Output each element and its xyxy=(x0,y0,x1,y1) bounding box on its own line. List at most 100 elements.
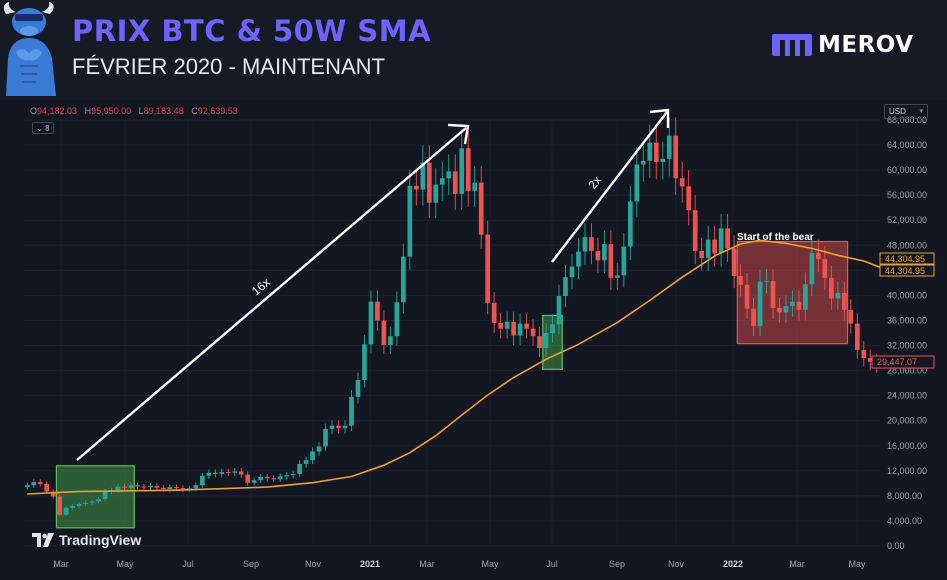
candle-up xyxy=(627,201,633,247)
candle-down xyxy=(848,309,854,324)
candle-up xyxy=(277,476,283,479)
candle-up xyxy=(407,185,413,257)
x-tick-label: Sep xyxy=(609,559,625,569)
sma-tag-box-1 xyxy=(879,252,935,265)
candle-up xyxy=(563,277,568,297)
indicator-toggle-button[interactable]: ⌄ 8 xyxy=(32,122,54,134)
sma-tag-box-2 xyxy=(879,264,935,277)
candle-up xyxy=(83,502,88,505)
candle-up xyxy=(362,344,367,380)
candle-up xyxy=(303,460,309,464)
candle-down xyxy=(725,228,730,249)
candle-up xyxy=(290,473,296,476)
chevron-down-icon: ▾ xyxy=(919,108,923,115)
candle-down xyxy=(174,487,179,489)
candle-up xyxy=(556,296,562,325)
candle-up xyxy=(329,425,335,429)
candle-down xyxy=(854,323,860,350)
candle-down xyxy=(375,301,380,321)
arrow-2-label: 2x xyxy=(585,173,604,192)
ohlc-key: H xyxy=(84,106,92,116)
candle-up xyxy=(809,252,815,285)
candle-up xyxy=(576,251,581,267)
y-tick-label: 16,000.00 xyxy=(887,441,927,451)
candle-up xyxy=(310,451,315,461)
y-tick-label: 68,000.00 xyxy=(887,115,927,125)
x-tick-label: Jul xyxy=(182,559,194,569)
candle-down xyxy=(679,178,685,187)
candle-down xyxy=(478,182,484,235)
candle-down xyxy=(511,321,516,336)
candle-down xyxy=(686,186,692,211)
candle-up xyxy=(621,246,627,276)
candle-down xyxy=(653,142,659,162)
candle-down xyxy=(829,277,834,299)
candle-up xyxy=(634,164,640,202)
candle-down xyxy=(57,496,63,515)
x-tick-label: Mar xyxy=(789,559,805,569)
y-axis-labels: 0.00 4,000.00 8,000.00 12,000.00 16,000.00 20… xyxy=(887,115,927,551)
ohlc-value: 94,182.03 xyxy=(37,106,78,116)
candle-up xyxy=(219,472,225,474)
y-tick-label: 64,000.00 xyxy=(887,140,927,150)
brand-name: MEROV xyxy=(818,32,914,58)
tradingview-watermark: TradingView xyxy=(32,532,141,548)
candle-up xyxy=(394,302,400,337)
candle-up xyxy=(24,485,30,488)
candle-down xyxy=(135,485,140,487)
candle-up xyxy=(705,239,711,258)
candle-up xyxy=(543,333,549,349)
candle-up xyxy=(433,184,439,203)
candle-up xyxy=(70,505,75,508)
candle-up xyxy=(206,472,212,476)
candle-up xyxy=(602,244,607,261)
y-tick-label: 8,000.00 xyxy=(887,491,922,501)
candle-up xyxy=(251,480,257,483)
candle-up xyxy=(757,281,763,327)
candle-down xyxy=(822,259,828,278)
ohlc-readout: O94,182.03 H95,950.00 L89,183.48 C92,639… xyxy=(30,106,243,116)
candle-up xyxy=(472,182,478,191)
candle-up xyxy=(790,301,795,307)
candle-down xyxy=(777,307,782,313)
candle-down xyxy=(796,301,802,310)
candle-down xyxy=(381,320,387,345)
bear-label: Start of the bear xyxy=(737,232,814,243)
candle-down xyxy=(44,483,50,492)
candle-down xyxy=(141,486,147,488)
candle-up xyxy=(115,486,121,491)
candle-up xyxy=(660,158,666,162)
y-tick-label: 32,000.00 xyxy=(887,341,927,351)
candle-down xyxy=(465,148,471,191)
x-axis-labels: Mar May Jul Sep Nov 2021 Mar May Jul Sep Nov 2022 Ma… xyxy=(53,559,866,569)
candle-down xyxy=(245,474,251,483)
candle-up xyxy=(388,336,393,345)
candle-down xyxy=(861,349,867,359)
y-tick-label: 40,000.00 xyxy=(887,290,927,300)
candle-up xyxy=(187,488,192,490)
x-tick-label: 2021 xyxy=(360,559,380,569)
candle-down xyxy=(731,248,737,276)
candle-up xyxy=(582,237,588,252)
x-tick-label: Sep xyxy=(243,559,259,569)
candle-down xyxy=(744,284,750,309)
x-tick-label: Mar xyxy=(53,559,69,569)
chevron-down-icon: ⌄ xyxy=(36,123,44,133)
candle-up xyxy=(647,142,653,161)
candlestick-series xyxy=(24,117,880,517)
price-tag-box xyxy=(871,355,935,369)
ohlc-value: 89,183.48 xyxy=(143,106,184,116)
candle-down xyxy=(238,471,244,475)
candle-up xyxy=(803,284,808,310)
candle-down xyxy=(37,482,43,484)
x-tick-label: May xyxy=(481,559,499,569)
y-tick-label: 24,000.00 xyxy=(887,391,927,401)
candle-up xyxy=(569,266,575,278)
candle-down xyxy=(50,491,56,497)
arrow-2-head xyxy=(649,108,670,128)
candle-up xyxy=(63,507,69,515)
candle-up xyxy=(232,471,238,473)
candle-up xyxy=(835,292,841,299)
currency-select[interactable]: USD ▾ xyxy=(884,104,928,119)
